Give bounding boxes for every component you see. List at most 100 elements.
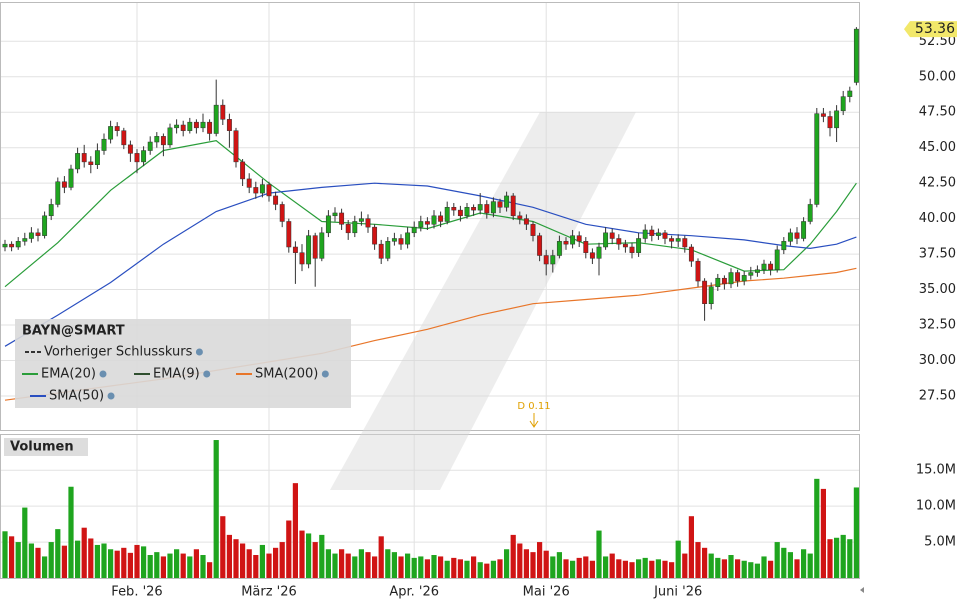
candle-body bbox=[827, 116, 833, 129]
candle-body bbox=[490, 201, 496, 214]
volume-bar bbox=[523, 549, 529, 578]
volume-bar bbox=[48, 542, 54, 578]
watermark bbox=[330, 112, 636, 490]
legend-label: EMA(9) bbox=[153, 367, 200, 382]
candle-body bbox=[570, 235, 576, 245]
candle-body bbox=[853, 28, 859, 83]
candle-body bbox=[358, 218, 364, 222]
volume-bar bbox=[167, 553, 173, 578]
candle-body bbox=[187, 121, 193, 131]
volume-bar bbox=[9, 536, 15, 578]
candle-body bbox=[603, 232, 609, 248]
candle-body bbox=[88, 161, 94, 165]
volume-bar bbox=[108, 549, 114, 578]
candle-body bbox=[754, 269, 760, 273]
candle-body bbox=[748, 272, 754, 276]
candle-body bbox=[682, 238, 688, 248]
volume-bar bbox=[576, 557, 582, 578]
volume-bar bbox=[735, 559, 741, 578]
volume-bar bbox=[279, 542, 285, 578]
volume-bar bbox=[141, 546, 147, 578]
candle-body bbox=[834, 110, 840, 129]
candle-body bbox=[675, 238, 681, 242]
volume-bar bbox=[398, 556, 404, 578]
volume-bar bbox=[721, 559, 727, 578]
volume-bar bbox=[827, 539, 833, 578]
candle-body bbox=[207, 121, 213, 134]
y-tick-label: 5.0M bbox=[924, 535, 956, 550]
volume-bar bbox=[292, 483, 298, 578]
candle-body bbox=[735, 272, 741, 282]
volume-bar bbox=[603, 556, 609, 578]
candle-body bbox=[768, 263, 774, 270]
candle-body bbox=[68, 168, 74, 188]
volume-bar bbox=[207, 562, 213, 578]
candle-body bbox=[636, 238, 642, 253]
volume-bar bbox=[28, 543, 34, 578]
candle-body bbox=[563, 241, 569, 245]
volume-bar bbox=[391, 552, 397, 578]
volume-bar bbox=[543, 550, 549, 578]
volume-bar bbox=[840, 534, 846, 578]
volume-bar bbox=[596, 530, 602, 578]
candle-body bbox=[174, 124, 180, 129]
candle-body bbox=[2, 243, 8, 248]
candle-body bbox=[662, 232, 668, 239]
volume-bar bbox=[358, 549, 364, 578]
legend-icon bbox=[321, 370, 329, 378]
candle-body bbox=[101, 138, 107, 151]
candle-body bbox=[576, 235, 582, 242]
candle-body bbox=[774, 249, 780, 270]
volume-bar bbox=[352, 556, 358, 578]
candle-body bbox=[424, 221, 430, 225]
volume-bar bbox=[741, 560, 747, 578]
candle-body bbox=[649, 229, 655, 236]
volume-bar bbox=[655, 559, 661, 578]
volume-bar bbox=[121, 547, 127, 578]
y-tick-label: 32.50 bbox=[919, 318, 956, 333]
candle-body bbox=[715, 277, 721, 287]
candle-body bbox=[147, 141, 153, 151]
volume-bar bbox=[312, 542, 318, 578]
y-tick-label: 37.50 bbox=[919, 247, 956, 262]
candle-body bbox=[332, 212, 338, 217]
volume-bar bbox=[530, 552, 536, 578]
legend-box bbox=[15, 319, 351, 408]
candle-body bbox=[464, 207, 470, 217]
volume-bar bbox=[411, 557, 417, 578]
volume-bar bbox=[378, 536, 384, 578]
volume-bar bbox=[114, 550, 120, 578]
volume-bar bbox=[319, 534, 325, 578]
volume-bar bbox=[589, 560, 595, 578]
volume-bar bbox=[761, 556, 767, 578]
candle-body bbox=[688, 246, 694, 262]
volume-bar bbox=[484, 563, 490, 578]
candle-body bbox=[530, 224, 536, 236]
candle-body bbox=[9, 243, 15, 248]
volume-bar bbox=[193, 549, 199, 578]
candle-body bbox=[55, 181, 61, 205]
volume-title: Volumen bbox=[10, 440, 74, 455]
volume-bar bbox=[88, 538, 94, 578]
volume-bar bbox=[728, 555, 734, 578]
candle-body bbox=[61, 181, 67, 188]
volume-bar bbox=[365, 552, 371, 578]
volume-bar bbox=[372, 556, 378, 578]
candle-body bbox=[75, 153, 81, 170]
candle-body bbox=[35, 232, 41, 236]
legend-icon bbox=[195, 348, 203, 356]
volume-bar bbox=[68, 486, 74, 578]
volume-bar bbox=[774, 542, 780, 578]
candle-body bbox=[820, 113, 826, 117]
volume-bar bbox=[306, 533, 312, 578]
y-tick-label: 35.00 bbox=[919, 282, 956, 297]
candle-body bbox=[352, 221, 358, 234]
candle-body bbox=[669, 238, 675, 242]
candle-body bbox=[141, 150, 147, 163]
candle-body bbox=[200, 121, 206, 129]
candle-body bbox=[266, 184, 272, 197]
candle-body bbox=[339, 212, 345, 225]
legend-label: Vorheriger Schlusskurs bbox=[44, 345, 193, 360]
volume-bar bbox=[431, 555, 437, 578]
volume-bar bbox=[471, 556, 477, 578]
